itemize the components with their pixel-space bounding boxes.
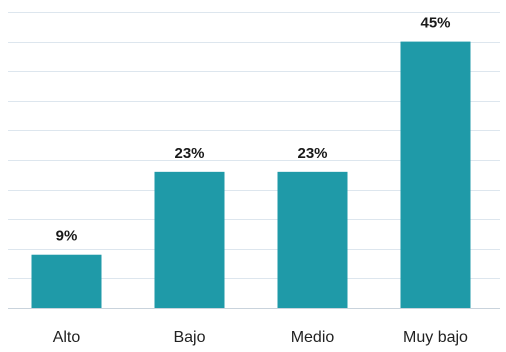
- x-tick-label: Medio: [291, 329, 335, 346]
- data-label: 23%: [174, 145, 204, 162]
- data-labels: 9% 23% 23% 45%: [56, 15, 451, 245]
- bar-bajo: [154, 171, 225, 308]
- x-tick-label: Bajo: [173, 329, 205, 346]
- x-tick-label: Alto: [53, 329, 81, 346]
- bars: [31, 41, 471, 308]
- x-tick-label: Muy bajo: [403, 329, 468, 346]
- bar-alto: [31, 254, 102, 308]
- bar-muy-bajo: [400, 41, 471, 308]
- data-label: 23%: [297, 145, 327, 162]
- x-tick-labels: Alto Bajo Medio Muy bajo: [53, 329, 468, 346]
- data-label: 45%: [420, 15, 450, 32]
- data-label: 9%: [56, 228, 78, 245]
- bar-medio: [277, 171, 348, 308]
